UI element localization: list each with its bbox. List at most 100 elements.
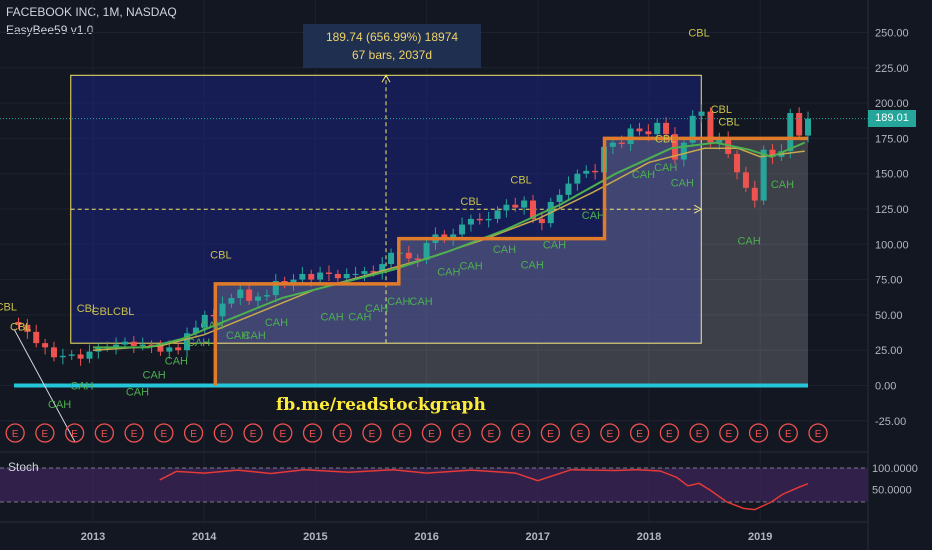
cah-label: CAH <box>493 244 516 256</box>
candle-body <box>343 273 350 279</box>
candle-body <box>272 281 279 296</box>
cah-label: CAH <box>459 261 482 273</box>
cah-label: CAH <box>387 296 410 308</box>
earnings-marker <box>600 423 620 443</box>
earnings-marker <box>689 423 709 443</box>
y-tick-label: 0.00 <box>875 381 896 393</box>
candle-body <box>485 218 492 221</box>
cah-label: CAH <box>226 330 249 342</box>
earnings-marker-label: E <box>220 429 227 440</box>
candle-body <box>228 297 235 304</box>
candle-body <box>654 122 661 135</box>
earnings-marker-label: E <box>339 429 346 440</box>
candle-body <box>352 273 359 275</box>
earnings-marker-label: E <box>547 429 554 440</box>
earnings-marker <box>808 423 828 443</box>
fast-ma-line <box>93 141 806 349</box>
cah-label: CAH <box>187 337 210 349</box>
candle-body <box>370 271 377 273</box>
measure-arrow-head-up <box>381 74 391 83</box>
cbl-label: CBL <box>0 302 17 314</box>
candle-body <box>734 153 741 173</box>
trend-line <box>13 328 76 443</box>
y-tick-label: 50.00 <box>875 310 903 322</box>
candle-body <box>556 194 563 202</box>
candle-body <box>494 210 501 219</box>
candle-body <box>583 170 590 174</box>
candle-body <box>59 355 66 358</box>
earnings-marker-label: E <box>696 429 703 440</box>
cah-label: CAH <box>771 179 794 191</box>
earnings-marker <box>778 423 798 443</box>
candle-body <box>130 341 137 346</box>
cbl-label: CBL <box>460 196 481 208</box>
candle-body <box>246 289 253 301</box>
candle-body <box>405 252 412 259</box>
earnings-marker <box>659 423 679 443</box>
candle-body <box>139 344 146 346</box>
candle-body <box>388 252 395 265</box>
cbl-label: CBL <box>655 134 676 146</box>
measure-arrow-head-right <box>694 204 703 214</box>
cah-label: CAH <box>654 162 677 174</box>
earnings-marker-label: E <box>428 429 435 440</box>
candle-body <box>33 331 40 344</box>
candle-body <box>751 187 758 201</box>
candle-body <box>113 344 120 348</box>
measure-bars-text: 67 bars, 2037d <box>351 48 433 62</box>
candle-body <box>565 183 572 195</box>
earnings-marker-label: E <box>71 429 78 440</box>
x-tick-label: 2013 <box>81 531 105 543</box>
earnings-marker <box>124 423 144 443</box>
earnings-marker <box>183 423 204 443</box>
candle-body <box>414 258 421 260</box>
y-tick-label: 125.00 <box>875 204 909 216</box>
earnings-marker-label: E <box>577 429 584 440</box>
earnings-marker <box>719 423 739 443</box>
candle-body <box>787 112 794 152</box>
earnings-marker <box>332 423 352 443</box>
x-tick-label: 2014 <box>192 531 217 543</box>
earnings-marker-label: E <box>12 429 19 440</box>
earnings-marker <box>273 423 293 443</box>
candle-body <box>255 296 262 301</box>
earnings-marker <box>392 423 412 443</box>
earnings-marker-label: E <box>517 429 524 440</box>
candle-body <box>592 170 599 173</box>
candle-body <box>805 118 812 136</box>
stair-area <box>215 138 809 386</box>
earnings-marker-label: E <box>607 429 614 440</box>
earnings-marker <box>5 423 25 443</box>
candle-body <box>530 200 537 219</box>
candle-body <box>450 234 457 239</box>
candle-body <box>618 142 625 145</box>
candle-body <box>503 204 510 211</box>
cah-label: CAH <box>521 259 544 271</box>
candle-body <box>521 200 528 208</box>
earnings-marker-label: E <box>101 429 108 440</box>
earnings-marker <box>154 423 174 443</box>
cah-label: CAH <box>582 210 605 222</box>
earnings-marker-label: E <box>131 429 138 440</box>
cah-label: CAH <box>126 386 149 398</box>
candle-body <box>24 324 31 332</box>
watermark-link: fb.me/readstockgraph <box>276 395 486 415</box>
earnings-marker-label: E <box>279 429 286 440</box>
earnings-marker <box>629 423 650 443</box>
earnings-marker <box>540 423 561 443</box>
earnings-marker-label: E <box>458 429 465 440</box>
candle-body <box>663 122 670 135</box>
candle-body <box>379 264 386 273</box>
stoch-pane-label: Stoch <box>8 460 39 474</box>
y-tick-label: 75.00 <box>875 275 903 287</box>
earnings-marker-label: E <box>161 429 168 440</box>
candle-body <box>689 115 696 143</box>
candle-body <box>361 271 368 274</box>
candle-body <box>15 321 22 325</box>
cbl-label: CBL <box>10 321 31 333</box>
candle-body <box>290 279 297 284</box>
candle-body <box>459 224 466 235</box>
cah-label: CAH <box>320 312 343 324</box>
earnings-marker-label: E <box>725 429 732 440</box>
